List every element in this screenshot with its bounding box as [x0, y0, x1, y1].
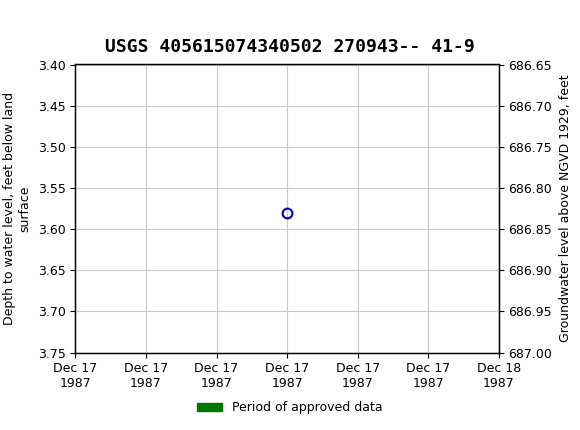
Text: ≡USGS: ≡USGS: [12, 12, 78, 33]
Y-axis label: Depth to water level, feet below land
surface: Depth to water level, feet below land su…: [3, 92, 31, 325]
Text: USGS 405615074340502 270943-- 41-9: USGS 405615074340502 270943-- 41-9: [105, 38, 475, 56]
Y-axis label: Groundwater level above NGVD 1929, feet: Groundwater level above NGVD 1929, feet: [559, 75, 572, 342]
Legend: Period of approved data: Period of approved data: [192, 396, 388, 419]
